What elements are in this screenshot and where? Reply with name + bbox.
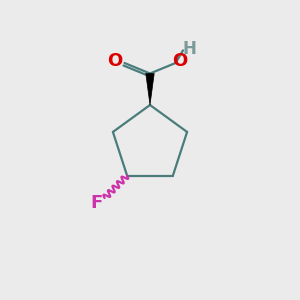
Text: O: O: [172, 52, 188, 70]
Text: H: H: [183, 40, 196, 58]
Text: O: O: [107, 52, 122, 70]
Polygon shape: [146, 74, 154, 105]
Text: F: F: [90, 194, 102, 212]
